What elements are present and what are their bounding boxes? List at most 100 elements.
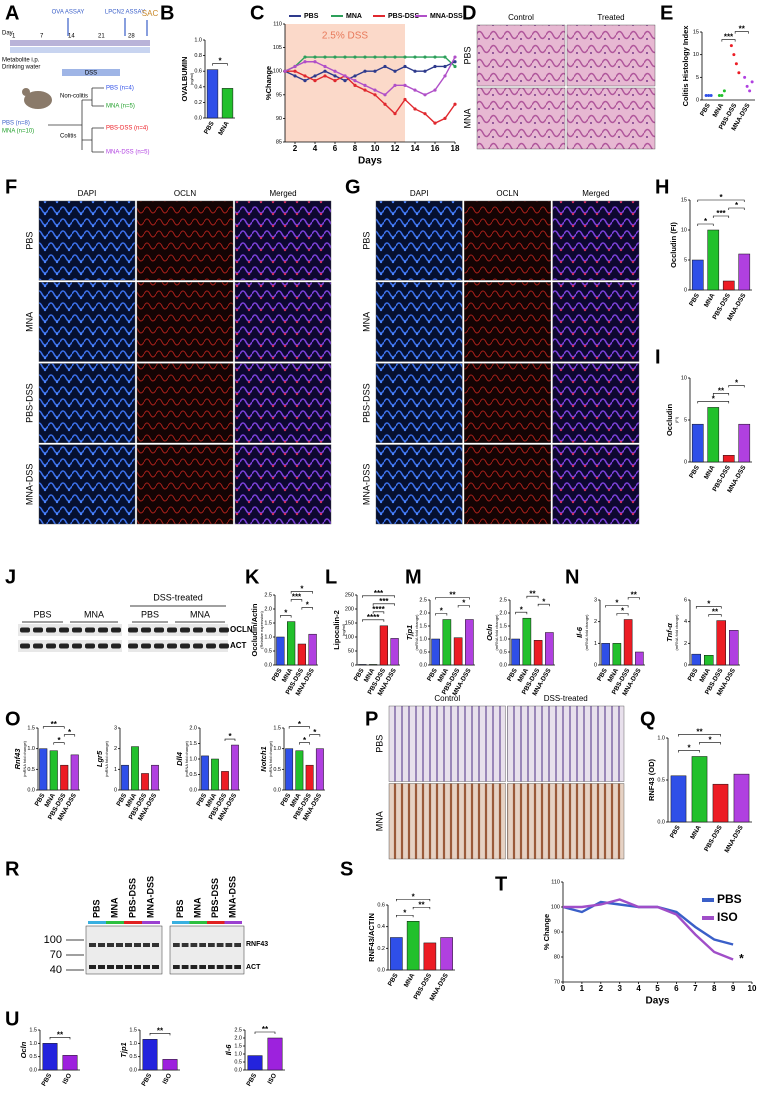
- x-tick-label: PBS: [688, 292, 701, 308]
- band: [181, 965, 189, 969]
- column-label: Treated: [597, 13, 624, 22]
- point: [373, 93, 377, 97]
- legend-label: MNA: [346, 13, 362, 20]
- band: [72, 627, 82, 633]
- bar: [151, 764, 159, 791]
- significance: *: [440, 607, 444, 616]
- significance: *: [719, 193, 723, 202]
- bar: [431, 638, 440, 666]
- significance-bracket: [457, 605, 470, 608]
- y-tick-label: 2.5: [264, 592, 272, 598]
- bar: [358, 664, 367, 666]
- significance-bracket: [435, 613, 448, 616]
- micrograph: [234, 363, 332, 443]
- y-axis-sublabel: (FI): [674, 416, 679, 423]
- panel-label: P: [365, 708, 378, 730]
- band: [181, 943, 189, 947]
- point: [293, 64, 297, 69]
- significance: **: [718, 387, 725, 396]
- panel-label: C: [250, 2, 264, 24]
- bar: [716, 620, 726, 666]
- day: 28: [128, 34, 135, 40]
- y-axis-sublabel: (mRNA fold change): [584, 614, 589, 651]
- significance-bracket: [290, 599, 303, 602]
- band: [154, 643, 164, 649]
- bar: [511, 638, 520, 666]
- significance: *: [712, 395, 716, 404]
- band: [173, 943, 180, 947]
- significance: ***: [292, 593, 302, 602]
- panel-label: U: [5, 1008, 19, 1030]
- band: [190, 965, 198, 969]
- point: [283, 69, 287, 73]
- row-label: Metabolite i.p.: [2, 58, 40, 64]
- y-axis-label: Ocln: [19, 1041, 28, 1058]
- point: [343, 55, 347, 59]
- point: [343, 74, 347, 78]
- significance-bracket: [280, 615, 292, 618]
- point: [443, 55, 447, 59]
- x-tick-label: PBS: [40, 1072, 53, 1088]
- group: MNA-DSS (n=5): [106, 150, 150, 156]
- day-label: Day: [2, 31, 13, 37]
- y-axis-sublabel: (mRNA fold change): [22, 740, 27, 777]
- band: [193, 643, 203, 649]
- lane-group: PBS: [141, 609, 159, 619]
- column-label: Merged: [582, 189, 609, 198]
- point: [313, 79, 317, 83]
- row-label: MNA-DSS: [361, 464, 371, 506]
- y-tick-label: 0.5: [657, 777, 665, 783]
- significance-bracket: [372, 603, 395, 606]
- significance-bracket: [537, 603, 550, 607]
- x-tick-label: 8: [353, 144, 358, 153]
- point: [443, 116, 447, 120]
- point: [443, 74, 447, 78]
- y-tick-label: 1.0: [264, 634, 272, 640]
- significance: *: [57, 736, 61, 745]
- x-tick-label: PBS: [387, 972, 400, 988]
- x-tick-label: 6: [674, 984, 679, 993]
- bar: [545, 632, 554, 666]
- bar: [70, 754, 79, 791]
- point: [383, 64, 387, 69]
- column-label: DAPI: [410, 189, 429, 198]
- blot: [128, 624, 228, 636]
- bar: [423, 942, 437, 971]
- y-axis-label: Rnf43: [13, 748, 22, 770]
- significance-bracket: [42, 726, 65, 729]
- row-label: Drinking water: [2, 65, 40, 71]
- y-axis-sublabel: (mRNA fold change): [184, 740, 189, 777]
- point: [373, 88, 377, 92]
- point: [403, 55, 407, 59]
- y-tick-label: 0.5: [27, 767, 35, 773]
- blot-header: DSS-treated: [153, 592, 203, 602]
- bar: [162, 1059, 178, 1071]
- y-tick-label: 0.0: [273, 787, 281, 793]
- significance: *: [313, 728, 317, 737]
- y-tick-label: 200: [345, 606, 354, 612]
- branch-label: Colitis: [60, 134, 76, 140]
- micrograph: [38, 363, 136, 443]
- significance-bracket: [728, 207, 745, 210]
- y-tick-label: 0: [696, 97, 699, 103]
- lane-group: MNA: [190, 609, 210, 619]
- point: [343, 79, 347, 83]
- y-tick-label: 0.0: [29, 1067, 37, 1073]
- x-tick-label: MNA: [689, 824, 703, 841]
- significance: *: [306, 601, 310, 610]
- x-tick-label: 2: [293, 144, 298, 153]
- significance: *: [621, 607, 625, 616]
- bar: [691, 423, 704, 463]
- schematic: Day 1 7 14 21 28 Metabolite i.p. Drinkin…: [2, 9, 158, 155]
- significance: *: [462, 599, 466, 608]
- y-tick-label: 0.0: [657, 819, 665, 825]
- dot: [750, 80, 754, 84]
- y-tick-label: 2.0: [234, 1035, 242, 1041]
- bar: [440, 937, 453, 971]
- band: [85, 627, 95, 633]
- y-tick-label: 1.0: [27, 746, 35, 752]
- band: [33, 643, 43, 649]
- micrograph: [476, 24, 566, 87]
- dot: [743, 75, 747, 79]
- lane-color: [106, 921, 124, 924]
